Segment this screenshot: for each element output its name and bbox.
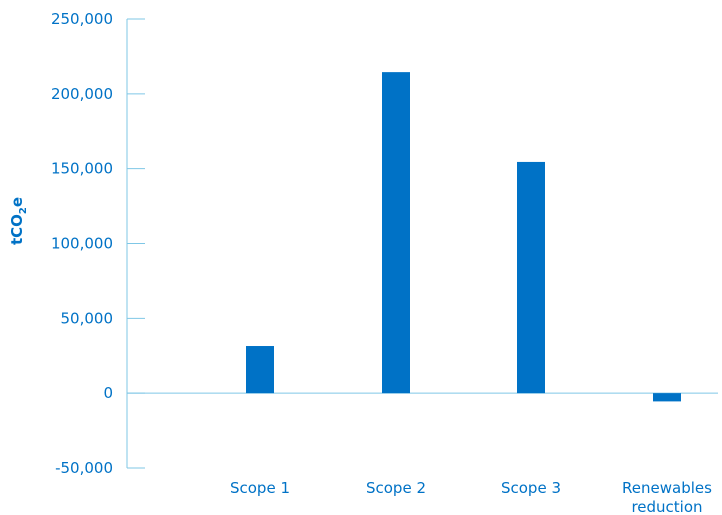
- y-axis-title-suffix: e: [8, 197, 26, 207]
- category-label: Renewables reduction: [622, 479, 712, 515]
- bars: [246, 72, 681, 402]
- y-axis-title-main: tCO: [8, 214, 26, 245]
- category-label: Scope 1: [230, 479, 290, 497]
- category-label-line: Renewables: [622, 479, 712, 497]
- category-labels: Scope 1 Scope 2 Scope 3 Renewables reduction: [230, 479, 712, 515]
- y-axis: 250,000 200,000 150,000 100,000 50,000 0 -50,0…: [51, 10, 145, 477]
- y-tick-label: 250,000: [51, 10, 113, 28]
- category-label-line: Scope 2: [366, 479, 426, 497]
- bar: [517, 161, 545, 394]
- y-ticks: 250,000 200,000 150,000 100,000 50,000 0 -50,0…: [51, 10, 145, 477]
- category-label-line: reduction: [631, 498, 702, 515]
- bar: [246, 346, 274, 394]
- bar: [653, 393, 681, 402]
- y-tick-label: 200,000: [51, 85, 113, 103]
- y-axis-title-subscript: 2: [18, 207, 29, 214]
- category-label: Scope 2: [366, 479, 426, 497]
- y-tick-label: 150,000: [51, 160, 113, 178]
- y-tick-label: -50,000: [55, 459, 113, 477]
- y-tick-label: 50,000: [61, 309, 114, 327]
- y-tick-label: 100,000: [51, 235, 113, 253]
- category-label: Scope 3: [501, 479, 561, 497]
- category-label-line: Scope 3: [501, 479, 561, 497]
- bar: [382, 72, 410, 394]
- y-axis-title: tCO2e: [8, 197, 29, 245]
- category-label-line: Scope 1: [230, 479, 290, 497]
- y-tick-label: 0: [103, 384, 113, 402]
